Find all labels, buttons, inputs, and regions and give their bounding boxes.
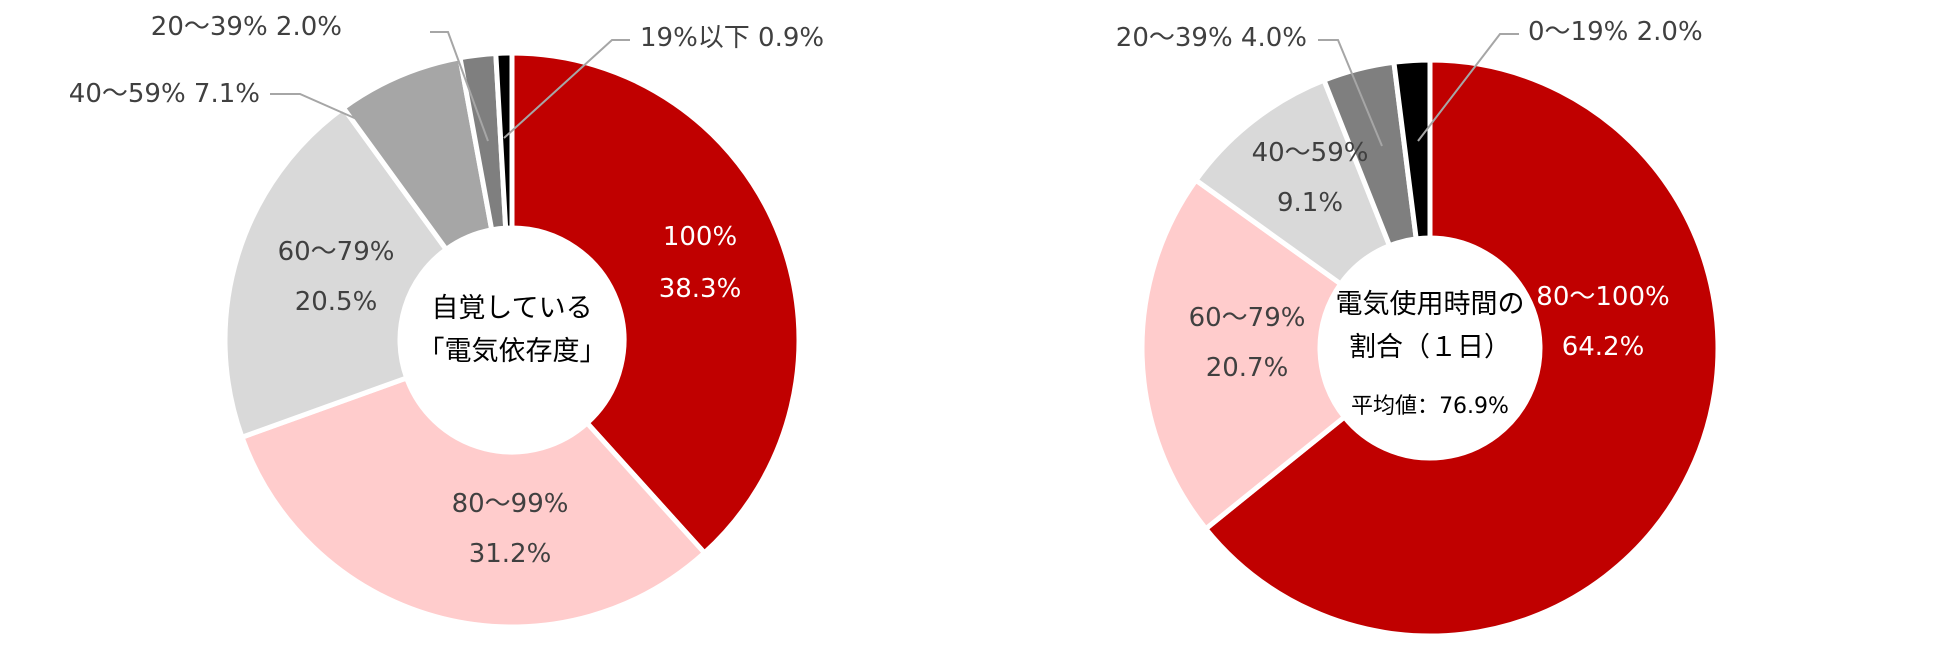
chart-0-slice-value-label-0: 38.3%	[659, 274, 742, 304]
chart-1-average-value: 76.9%	[1439, 394, 1509, 419]
chart-1-slice-value-label-0: 64.2%	[1562, 332, 1645, 362]
chart-0-outside-label-2: 19%以下 0.9%	[640, 23, 824, 53]
chart-1-slice-0	[1203, 57, 1721, 639]
chart-1-center-line-1: 電気使用時間の	[1336, 289, 1525, 320]
donut-chart-electricity-usage-time: 20〜39% 4.0% 0〜19% 2.0% 80〜100% 64.2% 60〜79% 2…	[1116, 17, 1721, 639]
chart-0-slice-1	[239, 375, 707, 630]
chart-0-slice-range-label-0: 100%	[663, 222, 737, 252]
chart-1-slice-4	[1391, 57, 1433, 242]
chart-0-outside-label-0: 40〜59% 7.1%	[69, 79, 260, 109]
chart-1-slice-range-label-0: 80〜100%	[1536, 282, 1669, 312]
chart-0-slice-range-label-1: 80〜99%	[452, 489, 569, 519]
chart-0-outside-label-1: 20〜39% 2.0%	[151, 12, 342, 42]
chart-1-outside-label-0: 20〜39% 4.0%	[1116, 23, 1307, 53]
chart-1-leader-line-1	[1417, 33, 1519, 142]
chart-1-outside-label-1: 0〜19% 2.0%	[1528, 17, 1703, 47]
chart-1-slice-value-label-1: 20.7%	[1206, 353, 1289, 383]
chart-0-slice-range-label-2: 60〜79%	[278, 237, 395, 267]
chart-0-slice-value-label-2: 20.5%	[295, 287, 378, 317]
chart-0-slice-value-label-1: 31.2%	[469, 539, 552, 569]
chart-0-leader-line-0	[270, 93, 369, 125]
chart-0-center-line-1: 自覚している	[431, 293, 592, 324]
chart-0-slice-5	[493, 50, 515, 231]
chart-1-average-label: 平均値：	[1351, 394, 1439, 419]
chart-1-slice-range-label-2: 40〜59%	[1252, 138, 1369, 168]
chart-1-center-line-2: 割合（１日）	[1349, 332, 1511, 363]
chart-1-slice-range-label-1: 60〜79%	[1189, 303, 1306, 333]
chart-0-center-line-2: 「電気依存度」	[418, 336, 607, 367]
chart-0-leader-line-2	[503, 39, 630, 139]
chart-1-slice-1	[1139, 177, 1347, 532]
chart-1-leader-line-0	[1318, 39, 1383, 147]
chart-1-average-text: 平均値：76.9%	[1351, 394, 1509, 419]
chart-0-slice-0	[509, 50, 802, 556]
donut-chart-electric-dependency: 40〜59% 7.1% 20〜39% 2.0% 19%以下 0.9% 100% 38.3…	[69, 12, 824, 630]
chart-1-slice-value-label-2: 9.1%	[1277, 188, 1343, 218]
chart-0-slice-2	[222, 105, 449, 440]
chart-0-leader-line-1	[430, 31, 489, 142]
